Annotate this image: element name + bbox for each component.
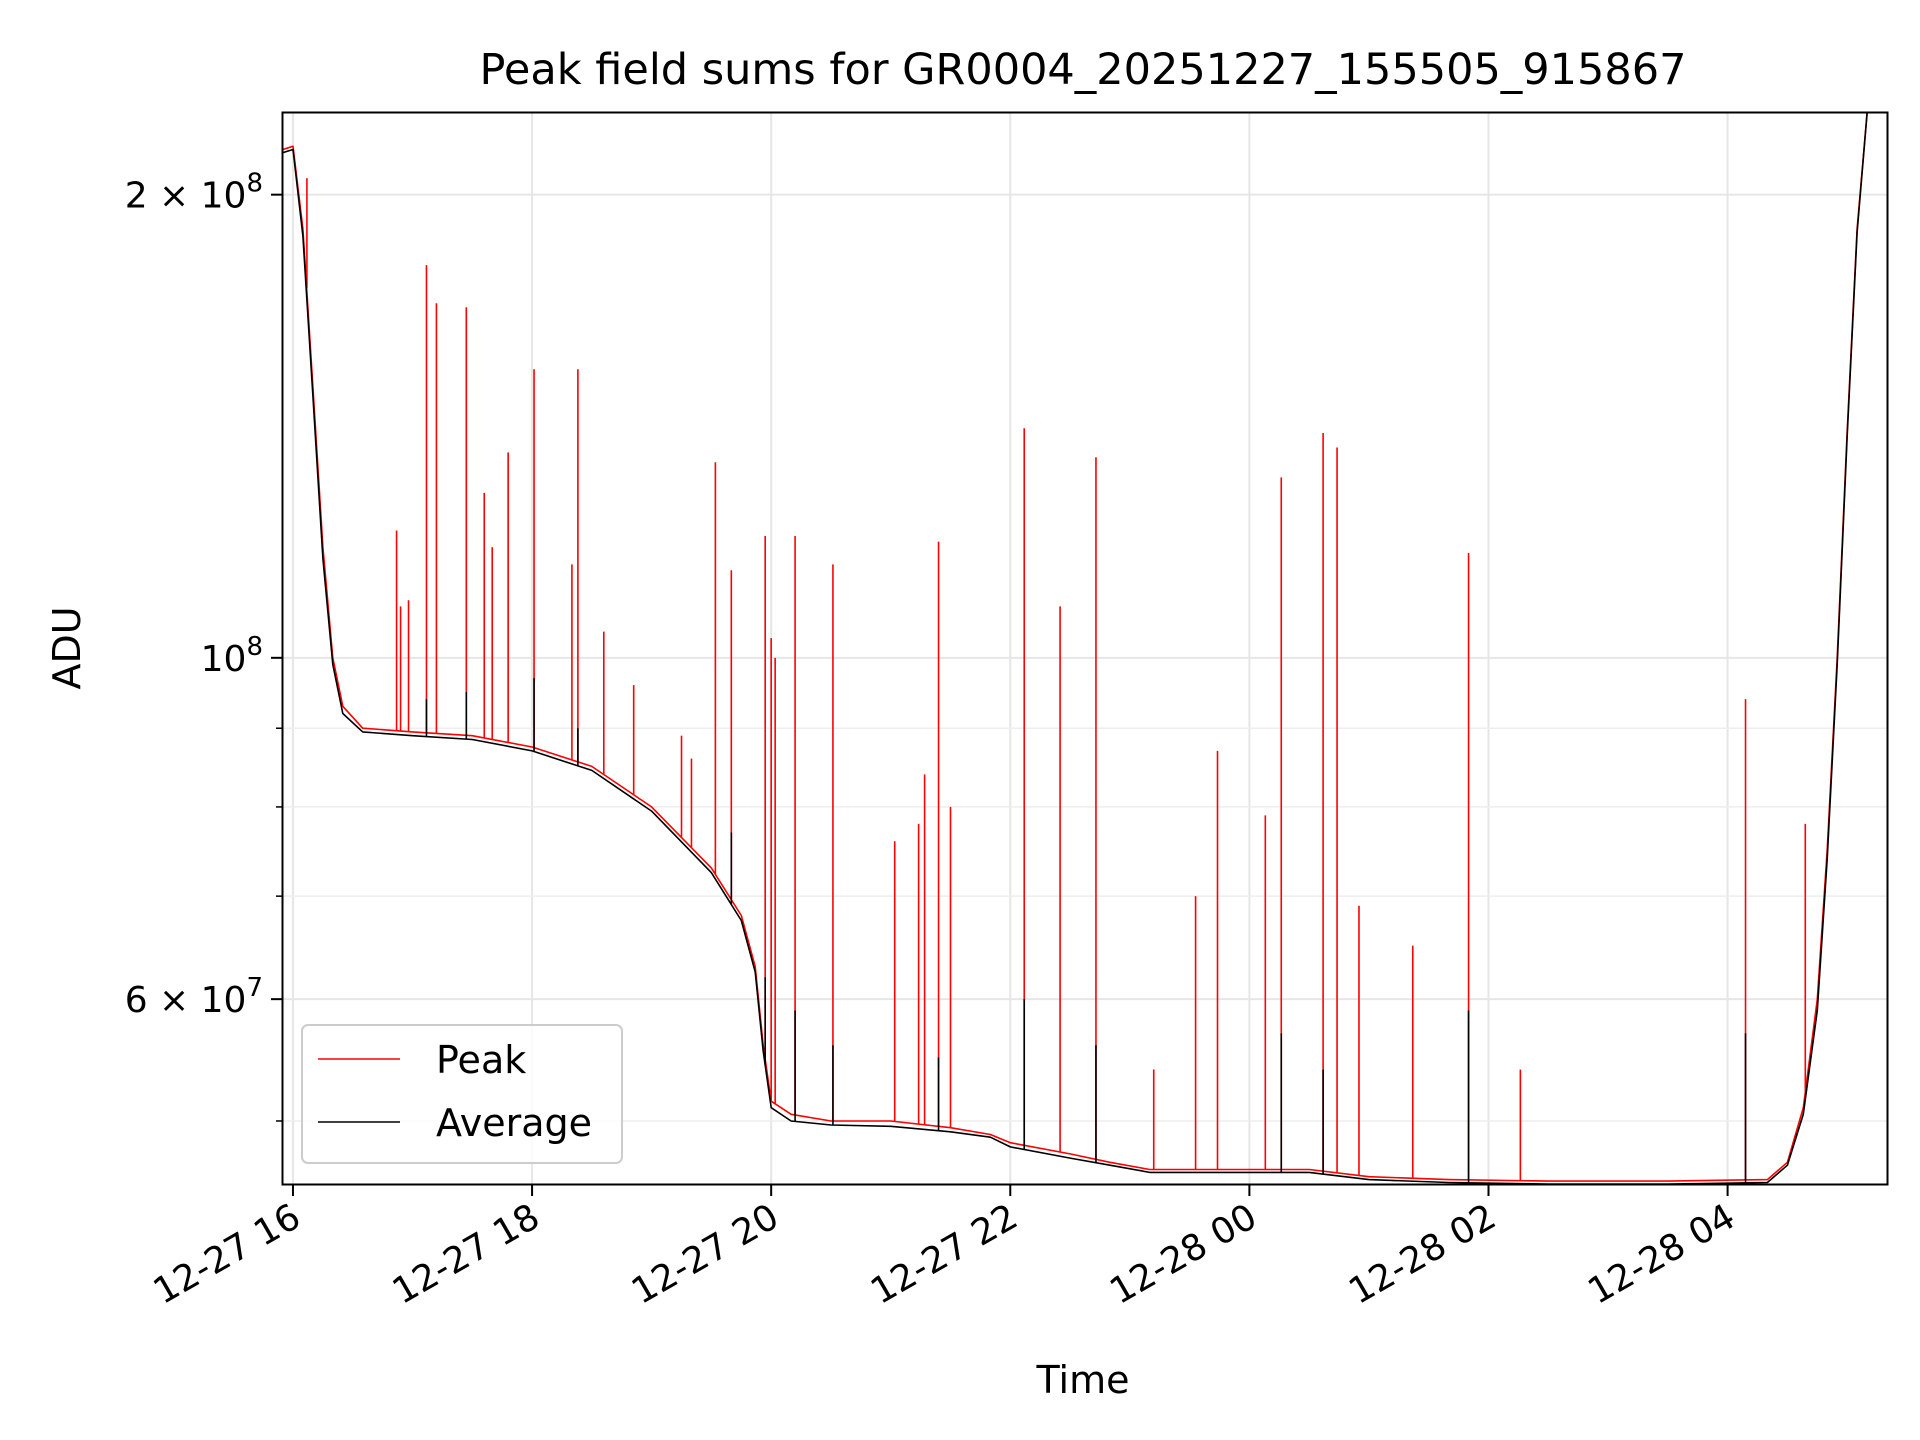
legend: Peak Average <box>301 1024 623 1164</box>
chart-title: Peak field sums for GR0004_20251227_1555… <box>480 45 1687 95</box>
y-tick-label: 6 × 107 <box>125 973 263 1021</box>
y-tick-label: 108 <box>201 632 263 680</box>
y-tick-label: 2 × 108 <box>125 169 263 217</box>
legend-peak-label: Peak <box>436 1038 526 1082</box>
legend-average-label: Average <box>436 1101 592 1145</box>
y-axis-ticks: 2 × 108 108 6 × 107 <box>125 169 283 1122</box>
average-series-line <box>283 113 1868 1184</box>
x-axis-label: Time <box>1036 1358 1130 1402</box>
peak-series-line <box>283 113 1868 1182</box>
plot-frame <box>281 111 1889 1186</box>
plot-series <box>283 113 1868 1184</box>
y-axis-label: ADU <box>45 606 89 689</box>
